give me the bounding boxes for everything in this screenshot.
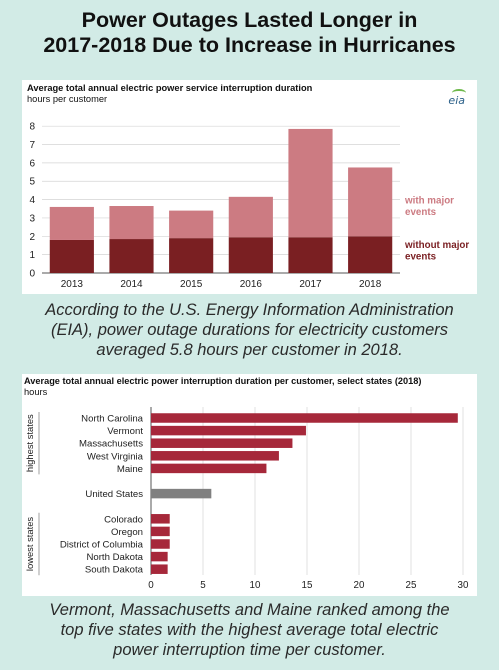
chart2-title: Average total annual electric power inte… <box>24 376 422 386</box>
chart2-bar-4 <box>151 463 267 474</box>
chart2-xtick-1: 5 <box>200 580 206 591</box>
chart1-legend-1-line-0: without major <box>404 240 469 251</box>
chart2-bar-6 <box>151 514 170 524</box>
chart1-bar-2018-s1 <box>348 167 393 237</box>
chart2-xtick-5: 25 <box>406 580 417 591</box>
chart1-xtick-2015: 2015 <box>180 279 203 290</box>
chart2-xtick-4: 20 <box>354 580 365 591</box>
caption-2-line-2: top five states with the highest average… <box>60 621 439 639</box>
chart2-bar-8 <box>151 539 170 549</box>
eia-logo: eia <box>448 94 465 107</box>
chart1-bar-2018-s0 <box>348 236 393 273</box>
chart2-group-label-2: lowest states <box>24 517 35 572</box>
chart2-category-10: South Dakota <box>85 565 144 576</box>
caption-1-line-3: averaged 5.8 hours per customer in 2018. <box>96 341 403 359</box>
chart1-xtick-2017: 2017 <box>299 279 322 290</box>
chart1-bar-2016-s0 <box>228 237 273 273</box>
chart1-xtick-2014: 2014 <box>120 279 143 290</box>
chart2-category-0: North Carolina <box>81 414 144 425</box>
chart1-bar-2015-s1 <box>169 210 214 239</box>
chart1-legend-0-line-1: events <box>405 207 437 218</box>
chart2-xtick-0: 0 <box>148 580 154 591</box>
chart2-category-4: Maine <box>117 464 143 475</box>
caption-1: According to the U.S. Energy Information… <box>0 300 499 360</box>
chart1-ytick-2: 2 <box>29 232 35 243</box>
chart2-bar-0 <box>151 413 458 423</box>
chart1-subtitle: hours per customer <box>27 94 108 104</box>
chart1-bar-2017-s1 <box>288 128 333 238</box>
chart1-legend-1-line-1: events <box>405 252 437 263</box>
chart2-bar-5 <box>151 488 212 499</box>
chart1-ytick-6: 6 <box>29 158 35 169</box>
chart1-bar-2017-s0 <box>288 237 333 273</box>
caption-1-line-2: (EIA), power outage durations for electr… <box>50 321 449 339</box>
chart-panel-annual-duration: Average total annual electric power serv… <box>22 80 477 294</box>
chart2-bar-1 <box>151 425 306 436</box>
chart2-xtick-6: 30 <box>458 580 469 591</box>
chart1-ytick-3: 3 <box>29 213 35 224</box>
headline-line-2: 2017-2018 Due to Increase in Hurricanes <box>43 33 456 57</box>
chart1-bar-2014-s0 <box>109 239 154 273</box>
chart-panel-select-states: Average total annual electric power inte… <box>22 374 477 596</box>
chart2-category-3: West Virginia <box>87 451 144 462</box>
chart1-ytick-5: 5 <box>29 177 35 188</box>
chart1-bar-2016-s1 <box>228 196 273 238</box>
headline: Power Outages Lasted Longer in 2017-2018… <box>0 8 499 58</box>
chart1-bar-2013-s0 <box>49 239 94 273</box>
caption-2-line-1: Vermont, Massachusetts and Maine ranked … <box>49 601 450 619</box>
chart1-xtick-2016: 2016 <box>240 279 263 290</box>
headline-line-1: Power Outages Lasted Longer in <box>81 8 418 32</box>
chart2-category-5: United States <box>85 489 143 500</box>
chart2-category-8: District of Columbia <box>60 540 144 551</box>
chart2-subtitle: hours <box>24 387 48 397</box>
chart2-category-9: North Dakota <box>86 552 143 563</box>
chart1-ytick-4: 4 <box>29 195 35 206</box>
caption-2: Vermont, Massachusetts and Maine ranked … <box>0 600 499 660</box>
chart1-xtick-2018: 2018 <box>359 279 382 290</box>
eia-logo-arc <box>452 89 466 97</box>
caption-2-line-3: power interruption time per customer. <box>113 641 386 659</box>
caption-1-line-1: According to the U.S. Energy Information… <box>45 301 454 319</box>
chart1-ytick-8: 8 <box>29 122 35 133</box>
chart2-group-label-0: highest states <box>24 414 35 472</box>
chart1-bar-2015-s0 <box>169 238 214 273</box>
chart1-svg: 0 1 2 3 4 5 6 7 8 2013 2014 2015 2016 2017 2018 with ma… <box>29 122 469 290</box>
chart2-category-6: Colorado <box>104 514 143 525</box>
chart1-ytick-0: 0 <box>29 269 35 280</box>
chart1-ytick-1: 1 <box>29 250 35 261</box>
chart2-bar-10 <box>151 564 168 574</box>
chart1-xtick-2013: 2013 <box>61 279 84 290</box>
chart2-category-2: Massachusetts <box>79 439 143 450</box>
chart2-xtick-2: 10 <box>250 580 261 591</box>
chart1-bar-2013-s1 <box>49 206 94 240</box>
chart2-category-1: Vermont <box>107 426 143 437</box>
chart1-bar-2014-s1 <box>109 206 154 240</box>
chart1-ytick-7: 7 <box>29 140 35 151</box>
chart2-bar-9 <box>151 551 168 562</box>
chart1-legend-0-line-0: with major <box>404 195 454 206</box>
chart2-bar-2 <box>151 438 293 448</box>
chart1-title: Average total annual electric power serv… <box>27 83 313 93</box>
chart2-xtick-3: 15 <box>302 580 313 591</box>
chart2-bar-3 <box>151 451 279 461</box>
chart2-bar-7 <box>151 526 170 537</box>
chart2-category-7: Oregon <box>111 527 143 538</box>
